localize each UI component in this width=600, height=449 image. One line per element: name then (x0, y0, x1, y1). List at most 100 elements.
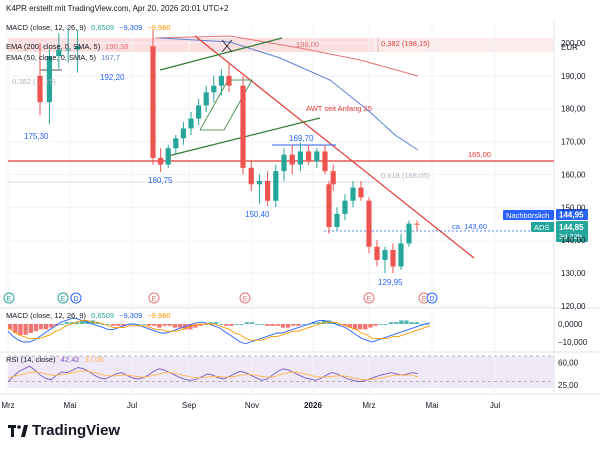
macd-histogram-bar (357, 324, 363, 330)
macd-histogram-bar (409, 322, 414, 324)
earnings-marker[interactable]: E (148, 292, 160, 304)
nachboerslich-tag: Nachbörslich (506, 211, 549, 220)
candle-body (366, 200, 372, 247)
macd-histogram-bar (59, 324, 64, 325)
earnings-marker[interactable]: E (57, 292, 69, 304)
macd-histogram-bar (69, 322, 75, 324)
candle-body (326, 184, 332, 227)
candles (37, 29, 420, 274)
marker-letter: E (7, 296, 12, 303)
candle-body (322, 151, 328, 172)
macd-legend-sub: MACD (close, 12, 26, 9) 0,6509 −9,309 −9… (6, 311, 171, 320)
macd-histogram-bar (388, 322, 394, 324)
candle-body (265, 181, 271, 201)
macd-histogram-bar (121, 324, 126, 326)
nachboerslich-price: 144,95 (559, 211, 584, 220)
macd-histogram-bar (352, 324, 358, 330)
fib-top-left-label: 198,00 (296, 40, 319, 49)
nachboerslich-price-bg (556, 209, 588, 220)
macd-histogram-bar (399, 320, 404, 324)
macd-histogram-bar (74, 322, 80, 324)
candle-body (256, 181, 262, 185)
macd-histogram-bar (234, 324, 239, 325)
candle-body (414, 223, 420, 225)
downtrend-line (194, 35, 475, 259)
candle-body (374, 246, 380, 260)
candle-body (211, 85, 217, 93)
ema200-legend: EMA (200, close, 0, SMA, 5) 190,38 (6, 42, 128, 51)
earnings-marker[interactable]: E (239, 292, 251, 304)
candle-body (342, 200, 348, 214)
marker-circle (148, 292, 160, 304)
macd-histogram-bar (337, 324, 342, 325)
macd-histogram-bar (260, 324, 265, 325)
awt-label: AWT seit Anfang 25 (306, 104, 372, 113)
candle-body (218, 75, 224, 86)
macd-histogram-bar (393, 322, 399, 324)
marker-circle (239, 292, 251, 304)
macd-histogram-bar (193, 324, 198, 328)
low-192-label: 192,20 (100, 73, 125, 82)
time-tick-label: Jul (127, 401, 137, 410)
macd-histogram-bar (167, 324, 172, 326)
macd-histogram-bar (162, 324, 167, 326)
macd-histogram-bar (224, 324, 229, 326)
price-tick-label: 140,00 (561, 236, 586, 245)
macd-histogram-bar (414, 322, 419, 324)
macd-tick-label: 0,0000 (558, 320, 583, 329)
macd-histogram-bar (244, 322, 250, 324)
last-price: 144,85 (559, 223, 584, 232)
currency-label: EUR (561, 43, 578, 52)
candle-body (203, 92, 209, 106)
rsi-ma-line (7, 370, 419, 381)
macd-histogram-bar (265, 324, 270, 326)
macd-histogram-bar (198, 324, 203, 326)
chart-attribution: K4PR erstellt mit TradingView.com, Apr 2… (6, 4, 229, 13)
macd-histogram-bar (208, 322, 214, 324)
candle-body (158, 158, 164, 165)
macd-histogram-bar (342, 324, 347, 326)
macd-histogram-bar (316, 322, 322, 324)
candle-body (196, 105, 202, 119)
candle-body (56, 49, 62, 57)
marker-circle (426, 292, 438, 304)
axes: 200,00 190,00 180,00 170,00 160,00 150,00 140,… (1, 39, 587, 410)
ca-price-label: ca. 143,60 (452, 222, 487, 231)
marker-letter: D (73, 296, 78, 303)
macd-histogram-bar (136, 324, 142, 325)
macd-histogram-bar (291, 324, 296, 326)
macd-histogram-bar (28, 324, 33, 333)
grid-lines (7, 22, 553, 394)
macd-histogram-bar (383, 324, 389, 325)
candle-body (248, 167, 254, 185)
time-tick-label: Nov (245, 401, 259, 410)
time-tick-label: Sep (182, 401, 197, 410)
macd-histogram-bar (49, 324, 54, 328)
candle-body (226, 75, 232, 86)
macd-histogram-bar (157, 324, 162, 328)
ema200-line (154, 35, 419, 77)
candle-body (188, 118, 194, 129)
macd-histogram-bar (239, 324, 244, 325)
dividend-marker[interactable]: D (70, 292, 82, 304)
macd-histogram-bar (378, 324, 383, 325)
candle-body (165, 148, 171, 165)
tradingview-logo-icon (8, 424, 28, 437)
price-tick-label: 180,00 (561, 105, 586, 114)
macd-histogram-bar (213, 322, 219, 324)
price-tick-label: 170,00 (561, 138, 586, 147)
macd-histogram-bar (275, 324, 280, 326)
earnings-marker[interactable]: E (3, 292, 15, 304)
ads-tag-bg (531, 222, 554, 232)
ads-tag: ADS (534, 223, 549, 232)
rsi-tick-label: 60,00 (558, 358, 579, 367)
tradingview-wordmark: TradingView (32, 422, 121, 439)
macd-histogram-bar (229, 324, 234, 326)
last-price-bg (556, 221, 588, 242)
dividend-marker[interactable]: D (426, 292, 438, 304)
time-tick-label: Jul (490, 401, 500, 410)
drawings[interactable] (8, 35, 554, 259)
earnings-marker[interactable]: E (363, 292, 375, 304)
